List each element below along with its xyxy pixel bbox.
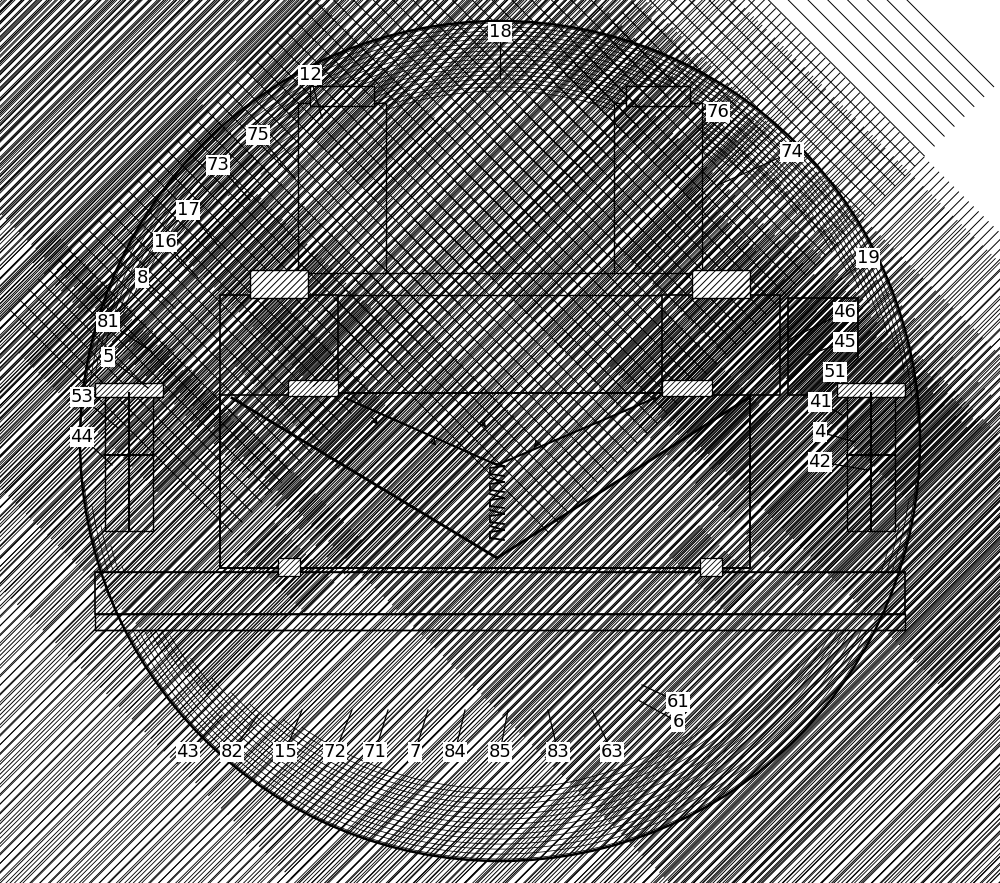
Bar bbox=[288, 380, 338, 396]
Polygon shape bbox=[788, 298, 858, 395]
Text: 12: 12 bbox=[299, 66, 321, 84]
Bar bbox=[847, 393, 895, 531]
Text: 71: 71 bbox=[364, 743, 386, 761]
Text: 83: 83 bbox=[547, 743, 569, 761]
Text: 45: 45 bbox=[834, 333, 856, 351]
Bar bbox=[220, 295, 338, 395]
Text: 46: 46 bbox=[834, 303, 856, 321]
Bar bbox=[95, 614, 905, 630]
Bar bbox=[626, 86, 690, 106]
Text: 63: 63 bbox=[601, 743, 623, 761]
Bar bbox=[837, 383, 905, 397]
Bar bbox=[278, 558, 300, 576]
Text: 85: 85 bbox=[489, 743, 511, 761]
Text: 74: 74 bbox=[780, 143, 804, 161]
Text: 15: 15 bbox=[274, 743, 296, 761]
Bar bbox=[614, 103, 702, 295]
Text: 51: 51 bbox=[824, 363, 846, 381]
Bar bbox=[662, 380, 712, 396]
Bar bbox=[220, 393, 750, 568]
Bar bbox=[220, 295, 338, 395]
Bar bbox=[700, 558, 722, 576]
Text: 19: 19 bbox=[857, 249, 879, 267]
Bar bbox=[662, 380, 712, 396]
Bar bbox=[105, 393, 153, 531]
Text: 61: 61 bbox=[667, 693, 689, 711]
Bar bbox=[288, 380, 338, 396]
Bar bbox=[95, 383, 163, 397]
Bar bbox=[662, 295, 780, 395]
Text: 4: 4 bbox=[814, 423, 826, 441]
Bar bbox=[298, 103, 386, 295]
Bar bbox=[614, 103, 702, 295]
Text: 43: 43 bbox=[176, 743, 200, 761]
Bar bbox=[700, 558, 722, 576]
Text: 44: 44 bbox=[70, 428, 94, 446]
Text: 42: 42 bbox=[808, 453, 832, 471]
Polygon shape bbox=[788, 298, 858, 395]
Text: 84: 84 bbox=[444, 743, 466, 761]
Text: 72: 72 bbox=[324, 743, 347, 761]
Bar bbox=[310, 86, 374, 106]
Text: 73: 73 bbox=[207, 156, 230, 174]
Bar bbox=[278, 558, 300, 576]
Text: 82: 82 bbox=[221, 743, 243, 761]
Text: 81: 81 bbox=[97, 313, 119, 331]
Bar bbox=[105, 393, 153, 531]
Bar bbox=[250, 270, 308, 298]
Text: 6: 6 bbox=[672, 713, 684, 731]
Bar bbox=[692, 270, 750, 298]
Text: 41: 41 bbox=[809, 393, 831, 411]
Text: 17: 17 bbox=[177, 201, 199, 219]
Text: 16: 16 bbox=[154, 233, 176, 251]
Bar bbox=[298, 103, 386, 295]
Text: 8: 8 bbox=[136, 269, 148, 287]
Bar bbox=[95, 572, 905, 614]
Bar bbox=[837, 383, 905, 397]
Bar bbox=[310, 86, 374, 106]
Bar bbox=[95, 614, 905, 630]
Text: 75: 75 bbox=[246, 126, 270, 144]
Text: 7: 7 bbox=[409, 743, 421, 761]
Bar bbox=[692, 270, 750, 298]
Bar bbox=[95, 572, 905, 614]
Bar bbox=[250, 270, 308, 298]
Text: 18: 18 bbox=[489, 23, 511, 41]
Text: 53: 53 bbox=[70, 388, 94, 406]
Bar bbox=[662, 295, 780, 395]
Bar bbox=[298, 273, 702, 295]
Bar bbox=[847, 393, 895, 531]
Text: 76: 76 bbox=[707, 103, 729, 121]
Bar bbox=[298, 273, 702, 295]
Bar bbox=[220, 393, 750, 568]
Text: 5: 5 bbox=[102, 348, 114, 366]
Bar bbox=[626, 86, 690, 106]
Bar bbox=[95, 383, 163, 397]
